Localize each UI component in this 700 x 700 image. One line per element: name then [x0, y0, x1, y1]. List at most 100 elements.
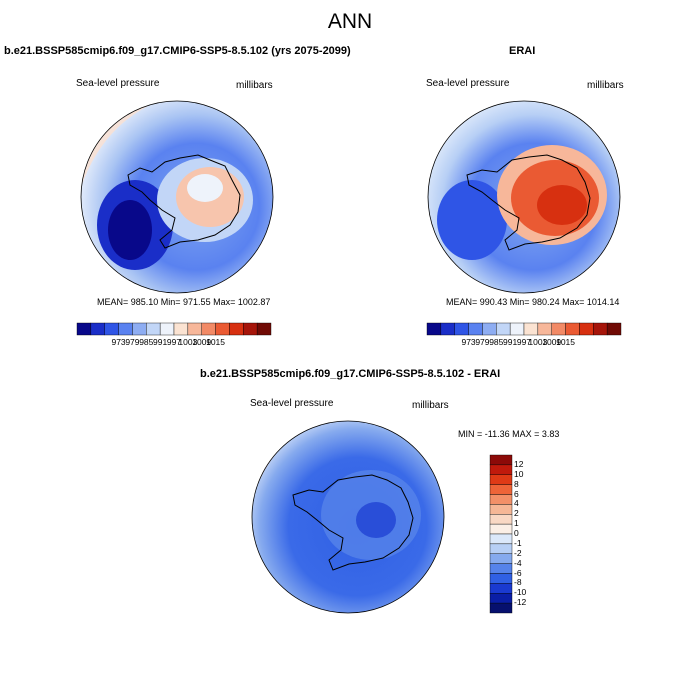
colorbar-tick-label: 1015 [206, 337, 226, 347]
colorbar-swatch [468, 322, 483, 336]
colorbar-swatch [440, 322, 455, 336]
colorbar-tick-label: 1 [514, 518, 519, 529]
colorbar-tick-label: 1015 [556, 337, 576, 347]
main-title: ANN [327, 10, 373, 33]
panel-2-units: millibars [587, 80, 624, 91]
colorbar-swatch [187, 322, 202, 336]
colorbar-tick-label: 979 [125, 337, 140, 347]
colorbar-swatch [489, 484, 513, 495]
colorbar-swatch [104, 322, 119, 336]
colorbar-tick-label: 12 [514, 458, 524, 469]
diff-panel-stats: MIN = -11.36 MAX = 3.83 [458, 429, 560, 439]
diff-panel-title: b.e21.BSSP585cmip6.f09_g17.CMIP6-SSP5-8.… [200, 368, 501, 380]
colorbar-swatch [489, 464, 513, 475]
panel-1-map [80, 100, 274, 294]
colorbar-tick-label: 979 [475, 337, 490, 347]
colorbar-tick-label: 0 [514, 528, 519, 538]
colorbar-swatch [173, 322, 189, 336]
colorbar-swatch [426, 322, 442, 336]
panel-1-variable: Sea-level pressure [76, 78, 160, 89]
colorbar-swatch [159, 322, 175, 336]
colorbar-tick-label: -8 [514, 577, 522, 588]
colorbar-tick-label: 2 [514, 508, 519, 519]
colorbar-swatch [551, 322, 566, 336]
colorbar-tick-label: 985 [489, 337, 504, 347]
colorbar-tick-label: 973 [111, 337, 126, 347]
diff-panel-coastline [292, 474, 414, 571]
colorbar-swatch [243, 322, 258, 336]
colorbar-tick-label: 10 [514, 468, 524, 479]
panel-1-stats: MEAN= 985.10 Min= 971.55 Max= 1002.87 [97, 297, 271, 307]
colorbar-swatch [489, 563, 513, 574]
colorbar-swatch [118, 322, 133, 336]
panel-2-map [427, 100, 621, 294]
panel-1-units: millibars [236, 80, 273, 91]
colorbar-swatch [489, 602, 513, 614]
panel-2-variable: Sea-level pressure [426, 78, 510, 89]
colorbar-tick-label: 985 [139, 337, 154, 347]
colorbar-swatch [606, 322, 622, 336]
colorbar-swatch [489, 583, 513, 594]
colorbar-swatch [90, 322, 105, 336]
colorbar-tick-label: -1 [514, 537, 522, 548]
colorbar-tick-label: 1009 [192, 337, 212, 347]
colorbar-swatch [579, 322, 594, 336]
diff-panel-variable: Sea-level pressure [250, 398, 334, 409]
colorbar-swatch [489, 494, 513, 505]
colorbar-tick-label: 4 [514, 498, 519, 509]
colorbar-tick-label: 1003 [178, 337, 198, 347]
colorbar-tick-label: 997 [166, 337, 182, 347]
colorbar-swatch [489, 533, 513, 545]
colorbar-tick-label: 1003 [528, 337, 548, 347]
panel-2-stats: MEAN= 990.43 Min= 980.24 Max= 1014.14 [446, 297, 620, 307]
colorbar-swatch [489, 454, 513, 466]
colorbar-tick-label: -2 [514, 547, 522, 558]
colorbar-swatch [509, 322, 525, 336]
colorbar-swatch [496, 322, 511, 336]
colorbar-tick-label: 8 [514, 478, 519, 489]
panel-2-colorbar [426, 322, 622, 336]
panel-2-coastline [466, 154, 591, 251]
panel-2-colorbar-labels: 973 979 985 991 997 1003 1009 1015 [427, 337, 621, 349]
diff-panel-units: millibars [412, 400, 449, 411]
colorbar-swatch [489, 573, 513, 584]
colorbar-swatch [256, 322, 272, 336]
colorbar-swatch [146, 322, 161, 336]
colorbar-swatch [537, 322, 552, 336]
colorbar-tick-label: -10 [514, 587, 527, 598]
colorbar-swatch [229, 322, 244, 336]
colorbar-tick-label: -12 [514, 597, 527, 608]
colorbar-swatch [489, 553, 513, 564]
colorbar-tick-label: 997 [516, 337, 532, 347]
panel-2-title: ERAI [509, 45, 536, 57]
colorbar-swatch [215, 322, 230, 336]
diff-panel-map [251, 420, 445, 614]
colorbar-tick-label: 991 [503, 337, 518, 347]
colorbar-swatch [132, 322, 147, 336]
panel-1-colorbar-labels: 973 979 985 991 997 1003 1009 1015 [77, 337, 271, 349]
colorbar-tick-label: 6 [514, 488, 519, 499]
panel-1-coastline [127, 154, 241, 249]
panel-1-colorbar [76, 322, 272, 336]
colorbar-tick-label: 973 [461, 337, 476, 347]
colorbar-tick-label: -4 [514, 557, 522, 568]
colorbar-swatch [201, 322, 216, 336]
colorbar-swatch [76, 322, 92, 336]
colorbar-tick-label: 1009 [542, 337, 562, 347]
colorbar-tick-label: 991 [153, 337, 168, 347]
colorbar-swatch [489, 474, 513, 485]
diff-panel-colorbar [489, 454, 513, 614]
colorbar-swatch [565, 322, 580, 336]
colorbar-swatch [593, 322, 608, 336]
panel-1-title: b.e21.BSSP585cmip6.f09_g17.CMIP6-SSP5-8.… [4, 45, 351, 57]
colorbar-swatch [482, 322, 497, 336]
colorbar-swatch [454, 322, 469, 336]
colorbar-tick-label: -6 [514, 567, 522, 578]
colorbar-swatch [489, 543, 513, 554]
diff-panel-colorbar-labels: 12 10 8 6 4 2 1 0 -1 -2 -4 -6 -8 -10 -12 [512, 455, 542, 613]
colorbar-swatch [523, 322, 539, 336]
colorbar-swatch [489, 593, 513, 604]
colorbar-swatch [489, 504, 513, 515]
colorbar-swatch [489, 523, 513, 535]
colorbar-swatch [489, 514, 513, 525]
